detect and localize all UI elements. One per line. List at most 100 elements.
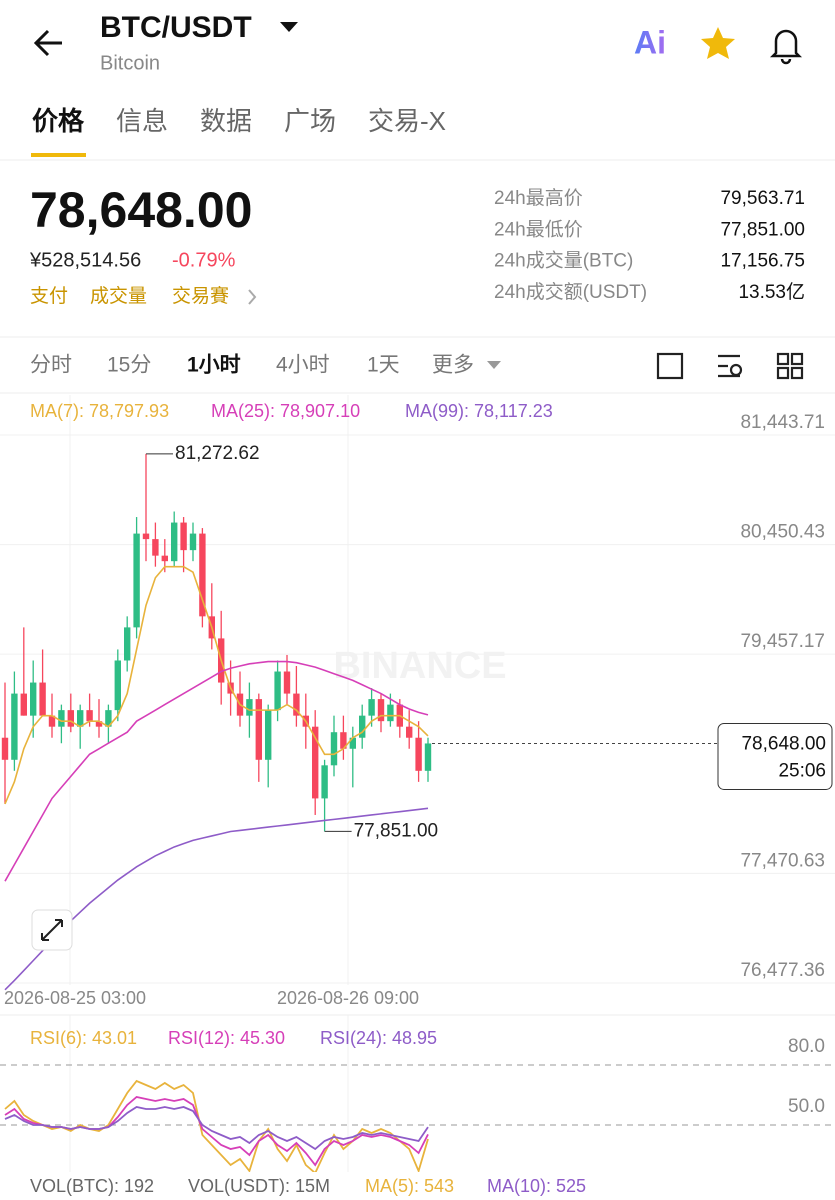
layout-icon	[790, 352, 804, 366]
y-tick-label: 77,470.63	[740, 850, 825, 871]
tab[interactable]: 交易-X	[368, 106, 446, 136]
volume-label: MA(10): 525	[487, 1176, 586, 1196]
pair-dropdown[interactable]	[280, 22, 298, 32]
layout-icon[interactable]	[776, 352, 790, 366]
candle-body	[11, 693, 18, 760]
stat-value: 79,563.71	[720, 188, 805, 209]
candle-body	[265, 710, 272, 760]
candle-body	[161, 555, 168, 562]
candle-body	[312, 726, 319, 799]
favorite-star[interactable]	[701, 27, 735, 59]
candle-body	[283, 671, 291, 694]
candle-body	[114, 660, 121, 711]
pair-title[interactable]: BTC/USDT	[100, 11, 252, 44]
candle-body	[246, 699, 253, 716]
candle-body	[133, 533, 140, 628]
interval-tab[interactable]: 1天	[367, 354, 400, 377]
candle-body	[86, 710, 93, 722]
rsi-line	[4, 1096, 429, 1167]
alert-bell[interactable]	[769, 29, 803, 65]
candle-body	[199, 533, 206, 617]
candle-body	[58, 710, 65, 727]
candle-body	[77, 710, 84, 727]
countdown: 25:06	[778, 760, 826, 781]
candle-body	[152, 539, 159, 556]
candle-body	[387, 704, 394, 722]
vol-bar-bg	[0, 1172, 835, 1200]
quote-link[interactable]: 支付	[30, 285, 68, 307]
candle-body	[321, 765, 328, 799]
cny-price: ¥528,514.56	[29, 249, 141, 271]
interval-tab[interactable]: 1小时	[187, 354, 241, 377]
interval-tab[interactable]: 更多	[432, 354, 474, 377]
candle-body	[124, 627, 131, 661]
chevron	[248, 289, 257, 305]
stat-label: 24h成交额(USDT)	[494, 281, 647, 303]
candle-body	[406, 726, 413, 738]
rsi-tick-label: 50.0	[788, 1096, 825, 1117]
candle-body	[424, 743, 432, 771]
tab[interactable]: 广场	[284, 106, 336, 136]
back-button[interactable]	[33, 29, 62, 57]
candle-body	[142, 533, 150, 540]
candle-body	[39, 682, 46, 716]
price-chart: 81,443.71 80,450.43 79,457.17 77,470.63 76,4…	[0, 395, 835, 1200]
toolbar-icons	[656, 352, 804, 380]
quote-link[interactable]: 成交量	[90, 285, 147, 307]
high-label: 81,272.62	[175, 443, 260, 464]
rsi-tick-label: 80.0	[788, 1036, 825, 1057]
candle-body	[67, 710, 74, 727]
rsi-legend: RSI(12): 45.30	[168, 1028, 285, 1048]
layout-icon	[776, 366, 790, 380]
watermark: BINANCE	[333, 645, 506, 687]
x-tick-label: 2026-08-25 03:00	[4, 988, 146, 1008]
candle-body	[95, 721, 103, 727]
stat-label: 24h最高价	[494, 187, 583, 209]
price-change: -0.79%	[172, 249, 236, 271]
more-dropdown[interactable]	[487, 361, 501, 369]
ma-line	[4, 660, 429, 882]
rsi-line	[4, 1079, 429, 1175]
stat-value: 17,156.75	[720, 251, 805, 272]
y-tick-label: 79,457.17	[740, 631, 825, 652]
back-arrow	[33, 29, 62, 57]
ai-button[interactable]: Ai	[634, 24, 666, 60]
ma-line	[4, 565, 429, 805]
candle-body	[20, 693, 27, 716]
rsi-line	[4, 1106, 429, 1151]
last-price: 78,648.00	[30, 182, 252, 238]
expand-icon	[41, 919, 63, 941]
ma-line	[4, 807, 429, 991]
interval-tab[interactable]: 分时	[30, 354, 72, 377]
candle-body	[1, 737, 9, 760]
candle-body	[330, 732, 338, 766]
ma-legend: MA(99): 78,117.23	[405, 401, 553, 421]
candle-body	[293, 693, 300, 716]
y-tick-label: 76,477.36	[740, 960, 825, 981]
volume-label: VOL(USDT): 15M	[188, 1176, 330, 1196]
ma-legend: MA(25): 78,907.10	[211, 401, 360, 421]
ma-legend: MA(7): 78,797.93	[30, 401, 169, 421]
candle-body	[368, 699, 375, 716]
expand-button[interactable]	[31, 909, 73, 951]
tab[interactable]: 信息	[116, 106, 168, 136]
candle-body	[359, 715, 366, 738]
tab[interactable]: 价格	[32, 106, 85, 136]
candle-body	[105, 710, 112, 727]
x-tick-label: 2026-08-26 09:00	[277, 988, 419, 1008]
tab[interactable]: 数据	[200, 106, 252, 136]
quote-link[interactable]: 交易賽	[172, 285, 229, 307]
candle-body	[180, 522, 187, 551]
layout-icon	[790, 366, 804, 380]
stat-label: 24h最低价	[494, 218, 583, 240]
candle-body	[274, 671, 281, 711]
interval-tab[interactable]: 4小时	[276, 354, 330, 377]
tab-underline	[31, 153, 86, 157]
y-tick-label: 80,450.43	[740, 522, 825, 543]
y-tick-label: 81,443.71	[740, 412, 825, 433]
indicator-icon[interactable]	[656, 352, 684, 380]
candle-body	[255, 699, 262, 760]
last-price-box	[717, 722, 833, 790]
candle-body	[189, 533, 197, 551]
interval-tab[interactable]: 15分	[107, 354, 151, 377]
